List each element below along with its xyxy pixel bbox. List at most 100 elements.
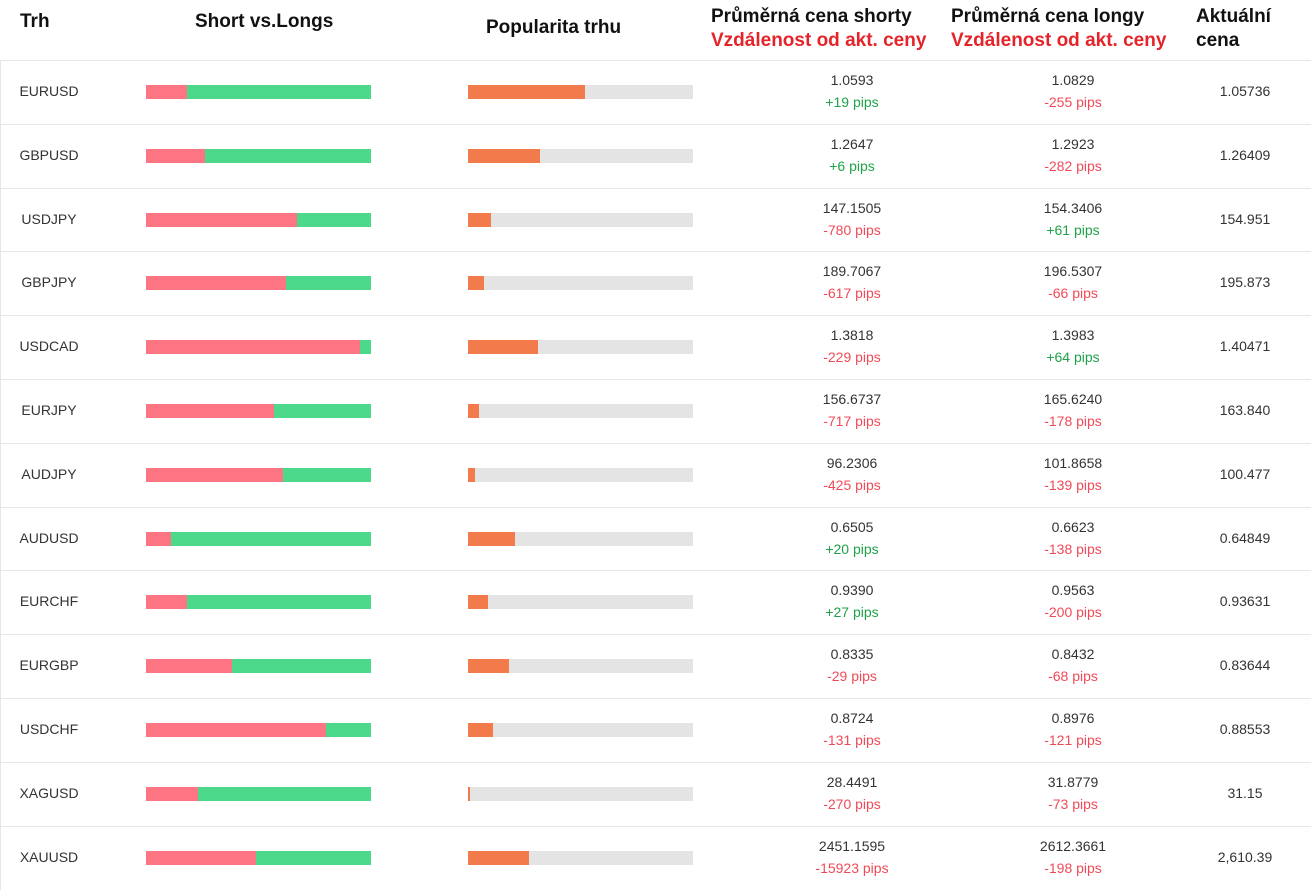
market-symbol[interactable]: XAGUSD bbox=[19, 785, 79, 801]
short-portion bbox=[146, 340, 360, 354]
table-row[interactable]: XAGUSD 28.4491 -270 pips 31.8779 -73 pips 31.… bbox=[0, 762, 1311, 826]
short-portion bbox=[146, 787, 198, 801]
market-symbol[interactable]: AUDJPY bbox=[21, 466, 77, 482]
table-row[interactable]: EURJPY 156.6737 -717 pips 165.6240 -178 pips… bbox=[0, 379, 1311, 443]
avg-long-price: 0.8976 bbox=[1051, 710, 1095, 726]
table-row[interactable]: GBPUSD 1.2647 +6 pips 1.2923 -282 pips 1.2640… bbox=[0, 124, 1311, 188]
avg-short-distance: -617 pips bbox=[823, 285, 881, 301]
header-popularity: Popularita trhu bbox=[486, 17, 622, 38]
popularity-fill bbox=[468, 851, 529, 865]
table-row[interactable]: GBPJPY 189.7067 -617 pips 196.5307 -66 pips 1… bbox=[0, 251, 1311, 315]
market-symbol[interactable]: EURJPY bbox=[21, 402, 77, 418]
market-symbol[interactable]: GBPJPY bbox=[21, 274, 77, 290]
avg-long-distance: -121 pips bbox=[1044, 732, 1102, 748]
market-symbol[interactable]: AUDUSD bbox=[19, 530, 79, 546]
header-current-line1: Aktuální bbox=[1196, 6, 1271, 27]
avg-short-distance: +27 pips bbox=[825, 604, 879, 620]
popularity-fill bbox=[468, 340, 538, 354]
header-current-price: Aktuální cena bbox=[1196, 5, 1271, 53]
table-row[interactable]: XAUUSD 2451.1595 -15923 pips 2612.3661 -198 … bbox=[0, 826, 1311, 890]
avg-short-price: 189.7067 bbox=[822, 263, 882, 279]
popularity-bar bbox=[468, 787, 693, 801]
header-avg-short: Průměrná cena shorty Vzdálenost od akt. … bbox=[711, 5, 926, 53]
header-avg-short-distance: Vzdálenost od akt. ceny bbox=[711, 30, 927, 51]
market-symbol[interactable]: EURCHF bbox=[19, 593, 79, 609]
popularity-fill bbox=[468, 595, 489, 609]
avg-short-distance: -780 pips bbox=[823, 222, 881, 238]
table-row[interactable]: EURCHF 0.9390 +27 pips 0.9563 -200 pips 0.936… bbox=[0, 570, 1311, 634]
short-portion bbox=[146, 149, 205, 163]
short-vs-long-bar bbox=[146, 595, 371, 609]
popularity-fill bbox=[468, 532, 516, 546]
popularity-fill bbox=[468, 213, 491, 227]
popularity-bar bbox=[468, 404, 693, 418]
avg-short-distance: -270 pips bbox=[823, 796, 881, 812]
table-row[interactable]: EURUSD 1.0593 +19 pips 1.0829 -255 pips 1.057… bbox=[0, 60, 1311, 124]
market-symbol[interactable]: XAUUSD bbox=[19, 849, 79, 865]
market-symbol[interactable]: USDJPY bbox=[21, 211, 77, 227]
popularity-bar bbox=[468, 213, 693, 227]
header-current-line2: cena bbox=[1196, 30, 1240, 51]
avg-long-distance: -139 pips bbox=[1044, 477, 1102, 493]
popularity-bar bbox=[468, 149, 693, 163]
avg-long-distance: -138 pips bbox=[1044, 541, 1102, 557]
avg-long-price: 0.9563 bbox=[1051, 582, 1095, 598]
market-symbol[interactable]: EURGBP bbox=[19, 657, 79, 673]
avg-long-price: 165.6240 bbox=[1043, 391, 1103, 407]
market-symbol[interactable]: USDCHF bbox=[19, 721, 79, 737]
avg-short-distance: -425 pips bbox=[823, 477, 881, 493]
table-row[interactable]: USDCAD 1.3818 -229 pips 1.3983 +64 pips 1.404… bbox=[0, 315, 1311, 379]
short-vs-long-bar bbox=[146, 404, 371, 418]
table-row[interactable]: USDCHF 0.8724 -131 pips 0.8976 -121 pips 0.88… bbox=[0, 698, 1311, 762]
popularity-bar bbox=[468, 340, 693, 354]
short-vs-long-bar bbox=[146, 149, 371, 163]
avg-long-price: 196.5307 bbox=[1043, 263, 1103, 279]
short-vs-long-bar bbox=[146, 659, 371, 673]
short-portion bbox=[146, 723, 326, 737]
popularity-bar bbox=[468, 532, 693, 546]
avg-short-price: 28.4491 bbox=[826, 774, 878, 790]
avg-short-distance: -29 pips bbox=[827, 668, 877, 684]
avg-long-distance: -255 pips bbox=[1044, 94, 1102, 110]
current-price: 100.477 bbox=[1219, 466, 1271, 482]
avg-long-distance: -178 pips bbox=[1044, 413, 1102, 429]
popularity-fill bbox=[468, 85, 585, 99]
current-price: 1.26409 bbox=[1219, 147, 1271, 163]
short-vs-long-bar bbox=[146, 787, 371, 801]
avg-long-price: 2612.3661 bbox=[1039, 838, 1107, 854]
avg-long-distance: -200 pips bbox=[1044, 604, 1102, 620]
avg-long-distance: +64 pips bbox=[1046, 349, 1100, 365]
short-vs-long-bar bbox=[146, 213, 371, 227]
avg-long-price: 154.3406 bbox=[1043, 200, 1103, 216]
current-price: 0.83644 bbox=[1219, 657, 1271, 673]
current-price: 0.64849 bbox=[1219, 530, 1271, 546]
header-short-vs-longs: Short vs.Longs bbox=[195, 11, 334, 32]
short-portion bbox=[146, 532, 171, 546]
avg-long-distance: +61 pips bbox=[1046, 222, 1100, 238]
avg-long-price: 0.8432 bbox=[1051, 646, 1095, 662]
market-symbol[interactable]: EURUSD bbox=[19, 83, 79, 99]
current-price: 195.873 bbox=[1219, 274, 1271, 290]
avg-short-price: 1.0593 bbox=[830, 72, 874, 88]
market-symbol[interactable]: GBPUSD bbox=[19, 147, 79, 163]
table-row[interactable]: AUDUSD 0.6505 +20 pips 0.6623 -138 pips 0.648… bbox=[0, 507, 1311, 571]
avg-long-distance: -68 pips bbox=[1048, 668, 1098, 684]
table-row[interactable]: USDJPY 147.1505 -780 pips 154.3406 +61 pips 1… bbox=[0, 188, 1311, 252]
popularity-bar bbox=[468, 659, 693, 673]
short-portion bbox=[146, 468, 284, 482]
table-row[interactable]: EURGBP 0.8335 -29 pips 0.8432 -68 pips 0.8364… bbox=[0, 634, 1311, 698]
current-price: 154.951 bbox=[1219, 211, 1271, 227]
avg-long-price: 31.8779 bbox=[1047, 774, 1099, 790]
table-row[interactable]: AUDJPY 96.2306 -425 pips 101.8658 -139 pips 1… bbox=[0, 443, 1311, 507]
short-vs-long-bar bbox=[146, 468, 371, 482]
avg-long-price: 1.0829 bbox=[1051, 72, 1095, 88]
header-avg-short-title: Průměrná cena shorty bbox=[711, 6, 912, 27]
popularity-bar bbox=[468, 276, 693, 290]
short-vs-long-bar bbox=[146, 851, 371, 865]
avg-short-price: 0.8724 bbox=[830, 710, 874, 726]
market-symbol[interactable]: USDCAD bbox=[19, 338, 79, 354]
avg-short-distance: -131 pips bbox=[823, 732, 881, 748]
avg-long-price: 1.3983 bbox=[1051, 327, 1095, 343]
avg-short-distance: -15923 pips bbox=[815, 860, 889, 876]
short-vs-long-bar bbox=[146, 85, 371, 99]
